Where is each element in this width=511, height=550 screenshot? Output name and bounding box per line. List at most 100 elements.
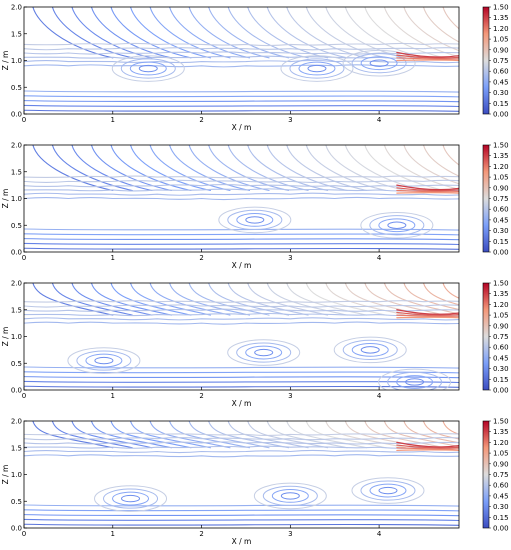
- streamline: [396, 314, 459, 317]
- streamline: [364, 145, 446, 192]
- colorbar-tick-label: 0.60: [493, 68, 509, 76]
- colorbar-tick-label: 1.35: [493, 290, 509, 298]
- colorbar-tick-label: 0.00: [493, 249, 509, 257]
- colorbar-tick-label: 1.35: [493, 428, 509, 436]
- vortex-streamline: [351, 53, 407, 74]
- y-axis-label: Z / m: [1, 465, 10, 485]
- streamline: [24, 109, 459, 112]
- colorbar: [482, 282, 490, 391]
- streamline: [24, 312, 459, 317]
- y-tick-label: 2.0: [11, 418, 22, 426]
- streamline: [396, 192, 459, 194]
- vortex-streamline: [378, 368, 452, 390]
- streamline: [208, 421, 290, 449]
- vortex-streamline: [120, 58, 176, 79]
- streamline: [422, 421, 459, 440]
- streamlines: [24, 145, 459, 250]
- streamline: [24, 518, 459, 522]
- vortex-streamline: [342, 49, 416, 77]
- streamline: [51, 7, 133, 59]
- streamline: [24, 179, 459, 183]
- y-tick-label: 1.5: [11, 168, 22, 176]
- x-tick-label: 3: [288, 392, 292, 400]
- streamline: [24, 308, 459, 312]
- streamline: [32, 283, 114, 316]
- streamline: [24, 104, 459, 108]
- streamline: [24, 247, 459, 250]
- vortex-streamline: [245, 216, 265, 224]
- streamline: [305, 145, 387, 192]
- y-tick-label: 0.5: [11, 222, 22, 230]
- colorbar-tick-label: 0.15: [493, 238, 509, 246]
- streamplot-panel: 0 1 2 3 4 0.0 0.5 1.0 1.5 2.0 X / m Z / m 1.50 1.35 1.…: [1, 4, 509, 133]
- colorbar-tick-label: 1.05: [493, 174, 509, 182]
- streamline: [24, 188, 459, 192]
- streamline: [32, 421, 114, 449]
- streamline: [396, 441, 459, 448]
- streamline: [24, 228, 459, 231]
- streamline: [383, 421, 459, 448]
- streamline: [227, 421, 309, 449]
- streamline: [247, 145, 329, 192]
- colorbar-tick-label: 0.15: [493, 100, 509, 108]
- vortex-streamline: [121, 494, 141, 503]
- streamline: [383, 7, 459, 58]
- vortex-streamline: [271, 489, 309, 503]
- x-axis-label: X / m: [232, 261, 252, 270]
- streamline: [227, 7, 309, 59]
- streamline: [403, 145, 459, 185]
- vortex-streamline: [360, 346, 380, 354]
- colorbar-tick-label: 0.90: [493, 460, 509, 468]
- vortex-streamline: [307, 64, 327, 73]
- streamline: [24, 514, 459, 517]
- colorbar-tick-label: 1.20: [493, 301, 509, 309]
- streamline: [403, 7, 459, 52]
- vortex-streamline: [103, 488, 159, 509]
- streamline: [149, 421, 231, 449]
- streamline: [90, 145, 172, 192]
- streamline: [188, 283, 270, 316]
- streamline: [188, 145, 270, 192]
- colorbar-tick-label: 0.30: [493, 227, 509, 235]
- x-tick-label: 1: [111, 254, 115, 262]
- streamline: [227, 283, 309, 316]
- colorbar-tick-label: 1.50: [493, 280, 509, 288]
- colorbar-tick-label: 1.35: [493, 152, 509, 160]
- streamline: [247, 283, 329, 316]
- streamline: [24, 523, 459, 526]
- colorbar-tick-label: 1.50: [493, 4, 509, 12]
- x-tick-label: 4: [377, 530, 382, 538]
- streamline: [110, 421, 192, 449]
- streamlines: [24, 7, 459, 112]
- streamline: [90, 7, 172, 59]
- streamline: [442, 283, 459, 299]
- streamline: [325, 145, 407, 192]
- vortex-streamline: [387, 221, 407, 229]
- vortex-streamline: [360, 56, 398, 71]
- colorbar-tick-label: 0.60: [493, 344, 509, 352]
- vortex-streamline: [378, 486, 398, 495]
- streamline: [266, 7, 348, 59]
- streamline: [286, 421, 368, 449]
- streamline: [396, 51, 459, 58]
- streamline: [24, 51, 459, 55]
- streamline: [24, 196, 459, 201]
- colorbar-tick-label: 0.60: [493, 482, 509, 490]
- colorbar-tick-label: 0.75: [493, 471, 509, 479]
- x-tick-label: 0: [22, 254, 26, 262]
- streamline: [24, 242, 459, 246]
- vortex-streamline: [227, 209, 283, 230]
- streamline: [149, 7, 231, 59]
- vortex-streamline: [129, 61, 167, 76]
- vortex-streamline: [236, 342, 292, 363]
- streamline: [396, 189, 459, 193]
- streamline: [422, 145, 459, 177]
- streamlines: [24, 283, 459, 390]
- streamline: [247, 421, 329, 449]
- streamline: [24, 449, 459, 454]
- streamline: [24, 380, 459, 384]
- vortex-streamline: [360, 480, 416, 501]
- vortex-streamline: [76, 350, 132, 371]
- x-axis-label: X / m: [232, 123, 252, 132]
- y-tick-label: 0.0: [11, 111, 22, 119]
